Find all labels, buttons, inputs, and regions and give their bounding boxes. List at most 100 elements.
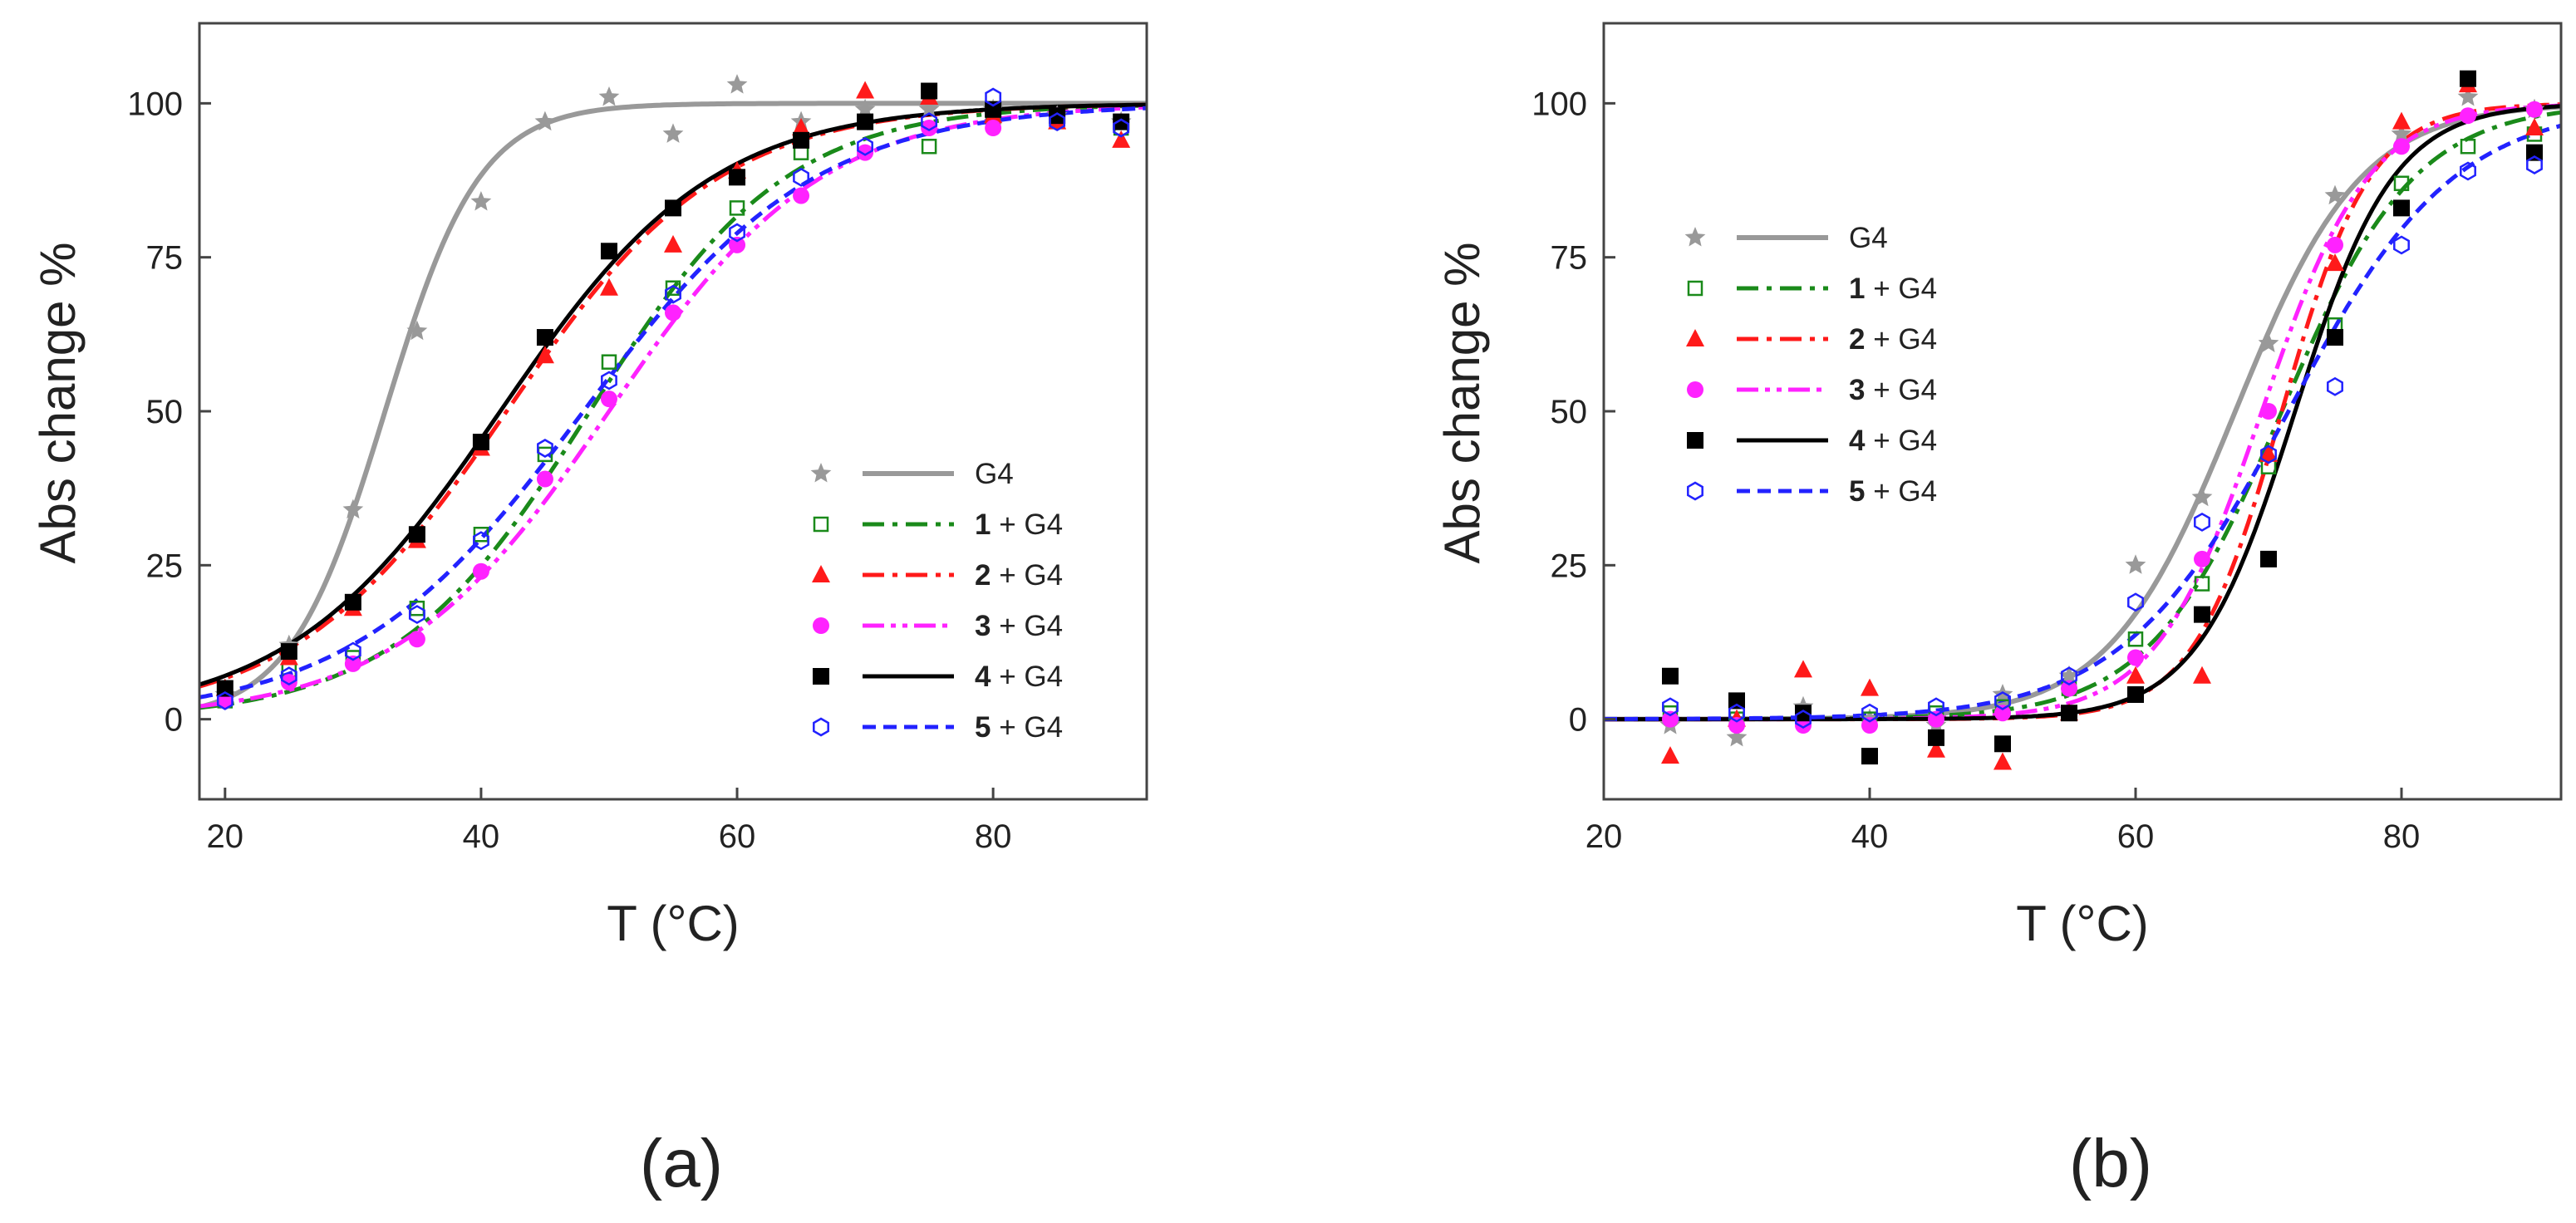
data-point	[729, 169, 746, 186]
legend: G4 1 + G4 2 + G4 3 + G4 4 + G4 5 + G4	[1684, 222, 1937, 508]
data-point	[2393, 138, 2410, 155]
data-point	[2460, 161, 2476, 181]
data-point	[2259, 444, 2278, 462]
data-point	[921, 139, 937, 155]
data-point	[599, 278, 618, 296]
data-point	[280, 666, 297, 686]
data-point	[2526, 155, 2543, 174]
data-point	[1861, 678, 1879, 696]
legend-marker	[1687, 280, 1703, 297]
legend-item: 3 + G4	[1687, 374, 1937, 406]
legend-label: 1 + G4	[975, 508, 1063, 541]
data-point	[793, 167, 809, 187]
data-point	[2326, 253, 2344, 272]
data-point	[2526, 144, 2543, 161]
data-point	[726, 74, 748, 94]
data-point	[537, 446, 553, 463]
y-tick-label: 25	[146, 548, 184, 584]
x-axis-title: T (°C)	[607, 896, 740, 951]
x-tick-label: 80	[975, 818, 1012, 855]
data-point	[408, 526, 425, 543]
data-point	[1927, 739, 1945, 758]
legend-label: 5 + G4	[975, 711, 1063, 744]
data-point	[665, 199, 681, 217]
fit-curve-g4	[1604, 104, 2562, 722]
legend-label: 4 + G4	[1849, 425, 1937, 457]
data-point	[1049, 112, 1066, 132]
legend-item: G4	[810, 458, 1014, 490]
data-point	[985, 101, 1002, 118]
data-point	[342, 499, 364, 519]
data-point	[1113, 118, 1130, 138]
legend-label: G4	[975, 458, 1014, 490]
x-tick-label: 20	[207, 818, 244, 855]
data-point	[344, 593, 361, 611]
data-point	[470, 191, 492, 211]
data-point	[2194, 576, 2210, 592]
fit-curve-4-g4	[199, 102, 1147, 687]
data-point	[665, 284, 681, 304]
fit-curve-2-g4	[1604, 102, 2562, 722]
legend-label: 3 + G4	[1849, 374, 1937, 406]
legend-label: G4	[1849, 222, 1888, 254]
legend-item: 5 + G4	[1687, 475, 1937, 508]
data-point	[1662, 697, 1679, 717]
fit-curve-3-g4	[1604, 103, 2562, 722]
y-tick-label: 75	[1551, 240, 1588, 277]
data-point	[473, 527, 489, 543]
legend-item: 3 + G4	[813, 610, 1063, 642]
data-point	[857, 113, 874, 130]
legend-marker	[1687, 432, 1703, 449]
data-point	[2260, 403, 2277, 420]
data-point	[536, 470, 553, 488]
data-point	[729, 200, 745, 216]
data-point	[1861, 748, 1878, 765]
legend-label: 3 + G4	[975, 610, 1063, 642]
y-tick-label: 0	[165, 702, 183, 739]
x-tick-label: 40	[1851, 818, 1889, 855]
data-point	[2127, 649, 2144, 666]
data-point	[535, 346, 554, 364]
data-point	[857, 144, 874, 161]
data-point	[2460, 107, 2476, 125]
data-point	[2058, 665, 2080, 685]
data-point	[536, 329, 553, 346]
legend-marker	[1686, 329, 1704, 346]
data-point	[1726, 726, 1748, 747]
data-point	[600, 243, 617, 260]
data-point	[598, 86, 620, 106]
data-point	[1661, 746, 1679, 764]
data-point	[2194, 606, 2210, 623]
data-point	[2324, 184, 2346, 205]
data-point	[2191, 486, 2213, 507]
data-point	[2061, 680, 2077, 697]
data-point	[1928, 710, 1944, 728]
legend: G4 1 + G4 2 + G4 3 + G4 4 + G4 5 + G4	[810, 458, 1063, 744]
chart-panel-a: 20 40 60 80 0 25 50 75 100 T (°C) Abs change % G4 1 …	[30, 22, 1148, 951]
chart-panel-b: 20 40 60 80 0 25 50 75 100 T (°C) Abs change % G4 1 …	[1434, 22, 2563, 951]
legend-marker	[813, 617, 829, 634]
data-point	[1113, 113, 1130, 130]
data-point	[1795, 705, 1812, 722]
y-tick-label: 0	[1569, 702, 1587, 739]
data-point	[854, 98, 876, 119]
legend-label: 4 + G4	[975, 661, 1063, 693]
data-point	[408, 605, 425, 625]
fit-curve-4-g4	[1604, 104, 2562, 722]
data-point	[921, 82, 938, 100]
data-point	[1993, 752, 2012, 770]
data-point	[601, 371, 617, 390]
data-point	[216, 680, 234, 697]
data-point	[2393, 235, 2410, 255]
data-point	[856, 81, 875, 99]
data-point	[1662, 710, 1679, 728]
data-point	[665, 304, 681, 322]
panel-label-b: (b)	[2069, 1126, 2152, 1201]
data-point	[1795, 710, 1812, 729]
data-point	[792, 118, 811, 136]
data-point	[2327, 236, 2343, 253]
x-tick-label: 40	[463, 818, 500, 855]
x-tick-label: 80	[2383, 818, 2421, 855]
data-point	[662, 123, 684, 143]
